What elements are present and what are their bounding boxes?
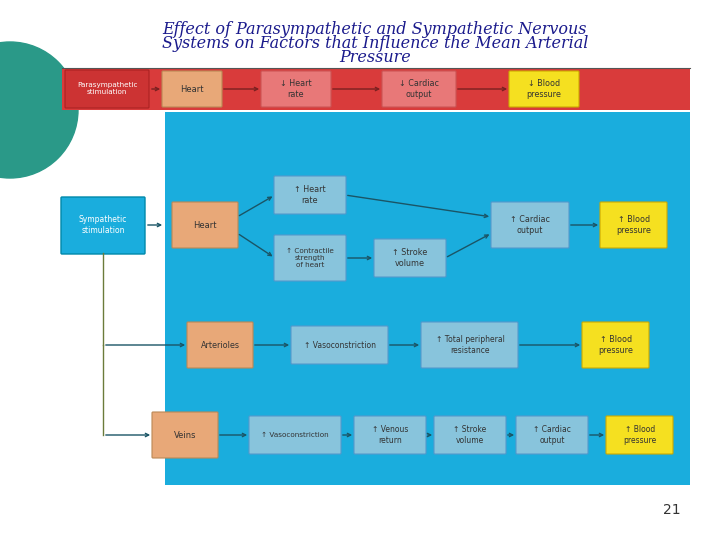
FancyBboxPatch shape xyxy=(491,202,569,248)
Text: Veins: Veins xyxy=(174,430,197,440)
Circle shape xyxy=(0,42,78,178)
FancyBboxPatch shape xyxy=(152,412,218,458)
FancyBboxPatch shape xyxy=(172,202,238,248)
Text: ↑ Heart
rate: ↑ Heart rate xyxy=(294,185,326,205)
Text: ↑ Stroke
volume: ↑ Stroke volume xyxy=(392,248,428,268)
Text: 21: 21 xyxy=(663,503,681,517)
Text: Pressure: Pressure xyxy=(339,50,411,66)
FancyBboxPatch shape xyxy=(274,176,346,214)
Text: ↑ Contractile
strength
of heart: ↑ Contractile strength of heart xyxy=(286,248,334,268)
Bar xyxy=(165,112,690,485)
FancyBboxPatch shape xyxy=(291,326,388,364)
Text: Parasympathetic
stimulation: Parasympathetic stimulation xyxy=(77,83,138,96)
Text: ↑ Vasoconstriction: ↑ Vasoconstriction xyxy=(304,341,376,349)
Text: Sympathetic
stimulation: Sympathetic stimulation xyxy=(78,215,127,235)
FancyBboxPatch shape xyxy=(600,202,667,248)
FancyBboxPatch shape xyxy=(249,416,341,454)
Text: Heart: Heart xyxy=(180,84,204,93)
FancyBboxPatch shape xyxy=(187,322,253,368)
FancyBboxPatch shape xyxy=(274,235,346,281)
Text: ↓ Heart
rate: ↓ Heart rate xyxy=(280,79,312,99)
FancyBboxPatch shape xyxy=(421,322,518,368)
FancyBboxPatch shape xyxy=(509,71,579,107)
FancyBboxPatch shape xyxy=(582,322,649,368)
FancyBboxPatch shape xyxy=(374,239,446,277)
Text: ↑ Cardiac
output: ↑ Cardiac output xyxy=(510,215,550,235)
Text: ↑ Blood
pressure: ↑ Blood pressure xyxy=(624,426,657,445)
Text: ↑ Cardiac
output: ↑ Cardiac output xyxy=(533,426,571,445)
FancyBboxPatch shape xyxy=(354,416,426,454)
Text: ↑ Venous
return: ↑ Venous return xyxy=(372,426,408,445)
FancyBboxPatch shape xyxy=(516,416,588,454)
Bar xyxy=(62,68,690,110)
FancyBboxPatch shape xyxy=(61,197,145,254)
Text: Systems on Factors that Influence the Mean Arterial: Systems on Factors that Influence the Me… xyxy=(162,36,588,52)
FancyBboxPatch shape xyxy=(434,416,506,454)
Text: ↓ Cardiac
output: ↓ Cardiac output xyxy=(399,79,439,99)
FancyBboxPatch shape xyxy=(261,71,331,107)
Text: ↑ Blood
pressure: ↑ Blood pressure xyxy=(598,335,634,355)
Text: Arterioles: Arterioles xyxy=(200,341,240,349)
Text: Effect of Parasympathetic and Sympathetic Nervous: Effect of Parasympathetic and Sympatheti… xyxy=(163,22,588,38)
Text: Heart: Heart xyxy=(193,220,217,230)
Text: ↑ Blood
pressure: ↑ Blood pressure xyxy=(616,215,652,235)
FancyBboxPatch shape xyxy=(606,416,673,454)
Text: ↑ Stroke
volume: ↑ Stroke volume xyxy=(454,426,487,445)
Text: ↓ Blood
pressure: ↓ Blood pressure xyxy=(526,79,562,99)
FancyBboxPatch shape xyxy=(162,71,222,107)
Text: ↑ Total peripheral
resistance: ↑ Total peripheral resistance xyxy=(436,335,505,355)
Text: ↑ Vasoconstriction: ↑ Vasoconstriction xyxy=(261,432,329,438)
FancyBboxPatch shape xyxy=(65,70,149,108)
FancyBboxPatch shape xyxy=(382,71,456,107)
